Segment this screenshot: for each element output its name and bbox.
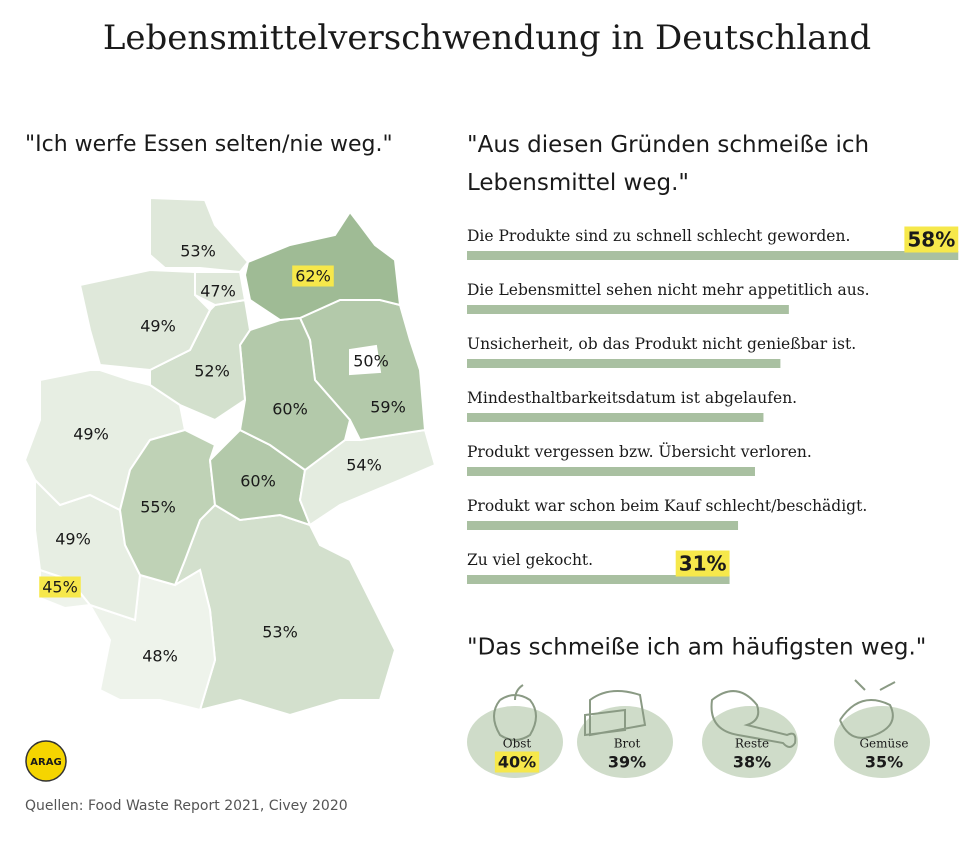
reason-label: Produkt vergessen bzw. Übersicht verlore… bbox=[467, 443, 812, 461]
apple-icon bbox=[493, 684, 537, 741]
highlight bbox=[494, 751, 540, 773]
chicken-icon bbox=[710, 690, 797, 748]
reason-label: Zu viel gekocht. bbox=[467, 551, 593, 569]
source: Quellen: Food Waste Report 2021, Civey 2… bbox=[25, 798, 348, 814]
region bbox=[118, 428, 217, 587]
bar bbox=[467, 521, 739, 530]
food-title: "Das schmeiße ich am häufigsten weg." bbox=[467, 635, 926, 661]
region-label: 55% bbox=[140, 498, 176, 517]
region-label: 52% bbox=[194, 362, 230, 381]
region-label: 49% bbox=[140, 317, 176, 336]
title: Lebensmittelverschwendung in Deutschland bbox=[103, 18, 871, 58]
food-name: Reste bbox=[735, 737, 769, 751]
highlight bbox=[675, 550, 730, 577]
bar bbox=[467, 305, 789, 314]
highlight bbox=[292, 265, 334, 287]
region-label: 53% bbox=[262, 623, 298, 642]
bar bbox=[467, 413, 764, 422]
region bbox=[78, 268, 212, 372]
bread-icon bbox=[584, 690, 647, 737]
reason-label: Mindesthaltbarkeitsdatum ist abgelaufen. bbox=[467, 389, 797, 407]
bar bbox=[467, 359, 781, 368]
value-label: 31% bbox=[679, 552, 727, 576]
bar bbox=[467, 575, 730, 584]
region-label: 45% bbox=[42, 578, 78, 597]
region bbox=[149, 196, 250, 274]
region-label: 62% bbox=[295, 267, 331, 286]
region-label: 50% bbox=[353, 352, 389, 371]
region-label: 53% bbox=[180, 242, 216, 261]
map: 53% 47% 62% 49% 52% 60% 59% 50% 54% 60% 55% 49% 49% 4… bbox=[23, 196, 437, 717]
food-blob bbox=[834, 706, 930, 778]
food-value: 38% bbox=[733, 753, 771, 772]
highlight bbox=[39, 576, 81, 598]
food-name: Brot bbox=[614, 737, 641, 751]
value-label: 58% bbox=[907, 228, 955, 252]
reason-label: Die Produkte sind zu schnell schlecht ge… bbox=[467, 227, 850, 245]
region bbox=[298, 428, 437, 527]
region-label: 47% bbox=[200, 282, 236, 301]
region-label: 60% bbox=[272, 400, 308, 419]
bars: Die Produkte sind zu schnell schlecht ge… bbox=[467, 226, 959, 584]
food-value: 39% bbox=[608, 753, 646, 772]
food-name: Obst bbox=[503, 737, 532, 751]
region-label: 54% bbox=[346, 456, 382, 475]
reason-label: Produkt war schon beim Kauf schlecht/bes… bbox=[467, 497, 867, 515]
reason-label: Unsicherheit, ob das Produkt nicht genie… bbox=[467, 335, 856, 353]
region-label: 49% bbox=[73, 425, 109, 444]
region-label: 59% bbox=[370, 398, 406, 417]
vegetable-icon bbox=[839, 679, 896, 739]
logo-badge bbox=[25, 740, 67, 782]
food-value: 40% bbox=[498, 753, 536, 772]
highlight bbox=[904, 226, 959, 253]
logo: ARAG bbox=[25, 740, 67, 782]
logo-text: ARAG bbox=[30, 757, 61, 768]
foods: Obst 40% Brot 39% Reste 38% Gemüse 35% bbox=[467, 679, 930, 778]
icons bbox=[493, 679, 896, 748]
food-name: Gemüse bbox=[859, 737, 908, 751]
bar-title: "Aus diesen Gründen schmeiße ich Lebensmi… bbox=[467, 132, 869, 196]
food-value: 35% bbox=[865, 753, 903, 772]
food-blob bbox=[702, 706, 798, 778]
region-label: 60% bbox=[240, 472, 276, 491]
reason-label: Die Lebensmittel sehen nicht mehr appeti… bbox=[467, 281, 870, 299]
region-label: 49% bbox=[55, 530, 91, 549]
food-blob bbox=[577, 706, 673, 778]
bar bbox=[467, 467, 755, 476]
region bbox=[349, 344, 382, 376]
map-title: "Ich werfe Essen selten/nie weg." bbox=[25, 132, 393, 157]
bar bbox=[467, 251, 959, 260]
region-label: 48% bbox=[142, 647, 178, 666]
